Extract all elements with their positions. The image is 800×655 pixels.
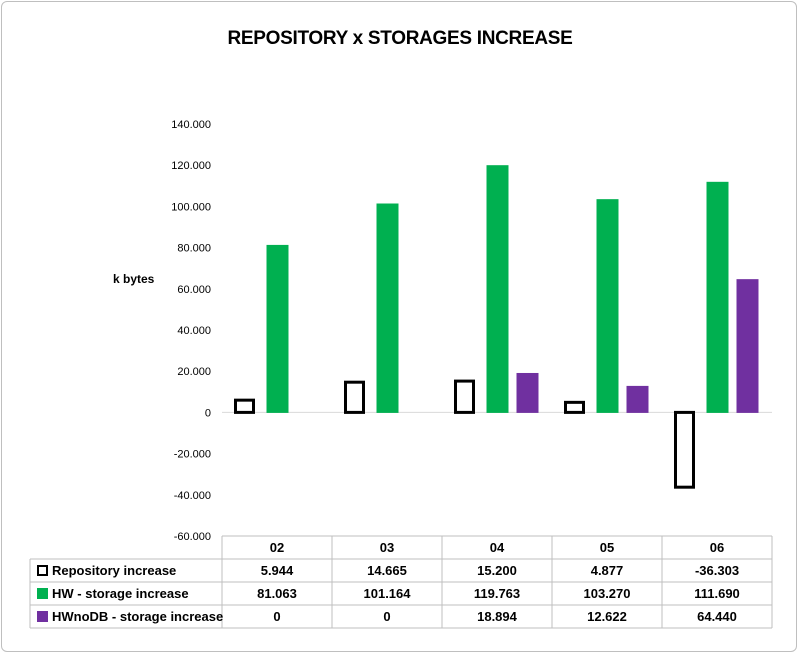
bar-repository-increase-03: [344, 380, 365, 414]
y-tick-label: 80.000: [177, 243, 211, 255]
data-label: 64.440: [697, 609, 737, 624]
bar-repository-increase-06: [674, 410, 695, 489]
bar-hw-storage-increase-04: [486, 165, 509, 413]
data-label: 81.063: [257, 586, 297, 601]
legend-key-hwnodb-storage-increase: [37, 611, 48, 622]
y-tick-label: 0: [205, 407, 211, 419]
data-label: 0: [273, 609, 280, 624]
chart-title: REPOSITORY x STORAGES INCREASE: [227, 28, 573, 49]
y-tick-label: 100.000: [171, 201, 211, 213]
category-label: 05: [600, 540, 614, 555]
category-label: 04: [490, 540, 505, 555]
series-label: HWnoDB - storage increase: [52, 609, 223, 624]
data-label: 14.665: [367, 563, 407, 578]
y-tick-label: -40.000: [174, 490, 211, 502]
category-label: 02: [270, 540, 284, 555]
data-label: 5.944: [261, 563, 294, 578]
data-label: 111.690: [694, 586, 740, 601]
bar-hw-storage-increase-05: [596, 199, 619, 413]
data-label: 103.270: [584, 586, 631, 601]
data-label: -36.303: [695, 563, 739, 578]
y-tick-label: -60.000: [174, 531, 211, 543]
y-tick-label: 60.000: [177, 284, 211, 296]
bar-repository-increase-04: [454, 379, 475, 414]
y-tick-label: -20.000: [174, 449, 211, 461]
legend-key-repository: [37, 565, 48, 576]
data-label: 18.894: [477, 609, 518, 624]
y-tick-label: 40.000: [177, 325, 211, 337]
data-label: 119.763: [474, 586, 520, 601]
bar-hw-storage-increase-02: [266, 244, 289, 413]
legend-key-hw-storage-increase: [37, 588, 48, 599]
y-axis-label: k bytes: [113, 272, 155, 286]
bar-hw-storage-increase-03: [376, 203, 399, 413]
y-tick-label: 120.000: [171, 160, 211, 172]
category-label: 03: [380, 540, 394, 555]
data-label: 0: [383, 609, 390, 624]
bar-hwnodb-storage-increase-04: [516, 372, 539, 413]
series-label: Repository increase: [52, 563, 176, 578]
category-label: 06: [710, 540, 724, 555]
data-label: 4.877: [591, 563, 624, 578]
data-label: 12.622: [587, 609, 627, 624]
series-label: HW - storage increase: [52, 586, 189, 601]
bar-hw-storage-increase-06: [706, 181, 729, 413]
y-tick-label: 140.000: [171, 119, 211, 131]
bar-hwnodb-storage-increase-06: [736, 279, 759, 413]
bar-hwnodb-storage-increase-05: [626, 385, 649, 413]
bar-repository-increase-05: [564, 400, 585, 414]
y-tick-label: 20.000: [177, 366, 211, 378]
data-label: 101.164: [364, 586, 412, 601]
data-label: 15.200: [477, 563, 517, 578]
bar-repository-increase-02: [234, 398, 255, 414]
